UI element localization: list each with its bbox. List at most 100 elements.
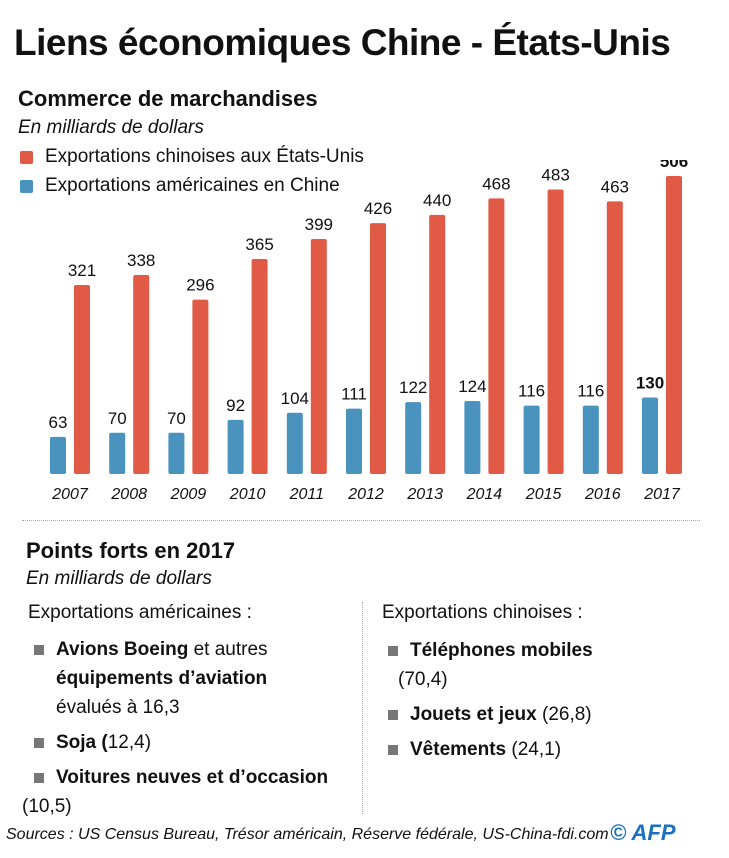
cn-list: Téléphones mobiles (70,4) Jouets et jeux … [388,636,718,764]
bar-us-2012 [346,408,362,474]
page-title: Liens économiques Chine - États-Unis [14,22,671,63]
legend-item-china: Exportations chinoises aux États-Unis [20,146,364,168]
source-note: Sources : US Census Bureau, Trésor améri… [6,826,609,843]
item-bold: Téléphones mobiles [410,640,593,661]
data-label: 506 [660,160,688,171]
item-bold: Voitures neuves et d’occasion [56,767,329,788]
bar-china-2010 [251,259,268,474]
data-label: 63 [49,413,68,432]
bullet-icon [388,710,398,720]
data-label: 483 [541,166,569,185]
bullet-icon [388,646,398,656]
x-tick-label: 2007 [51,486,89,503]
data-label: 116 [518,382,545,401]
item-text: (26,8) [536,704,592,725]
bar-us-2017 [642,397,658,474]
afp-logo: © AFP [610,820,676,845]
bar-us-2007 [50,436,66,474]
bar-us-2010 [227,419,244,474]
section-title: Commerce de marchandises [18,86,318,111]
item-text: 12,4) [107,732,152,753]
data-label: 426 [364,199,392,218]
bullet-icon [34,738,44,748]
bar-china-2016 [606,201,623,475]
data-label: 111 [341,385,367,404]
data-label: 321 [68,261,96,280]
bar-us-2011 [286,412,303,474]
legend-swatch-red [20,150,33,164]
item-bold: Vêtements [410,739,507,760]
data-label: 124 [458,377,486,396]
data-label: 399 [305,215,333,234]
bar-china-2014 [488,198,505,474]
bar-us-2015 [523,405,540,474]
bullet-icon [388,745,398,755]
data-label: 116 [577,382,604,401]
bar-china-2015 [547,189,564,474]
item-bold: Avions Boeing [56,639,189,660]
cn-heading: Exportations chinoises : [382,602,583,623]
bar-china-2008 [133,274,150,474]
list-item: Jouets et jeux (26,8) [388,700,718,729]
legend-label: Exportations chinoises aux États-Unis [45,146,364,167]
bullet-icon [34,773,44,783]
list-item: Avions Boeing et autres équipements d’avi… [34,635,364,722]
list-item: Téléphones mobiles (70,4) [388,636,718,694]
data-label: 104 [281,389,309,408]
section-title: Points forts en 2017 [26,538,236,563]
item-text: (70,4) [398,669,448,690]
data-label: 130 [636,373,664,392]
x-tick-label: 2014 [466,486,503,503]
data-label: 463 [601,177,629,196]
legend-swatch-blue [20,179,33,193]
x-tick-label: 2015 [525,486,562,503]
x-tick-label: 2017 [643,486,681,503]
bar-china-2013 [429,214,446,474]
data-label: 338 [127,251,155,270]
data-label: 365 [245,235,273,254]
us-list: Avions Boeing et autres équipements d’avi… [22,635,364,821]
legend-label: Exportations américaines en Chine [45,175,340,196]
data-label: 70 [108,409,127,428]
item-text: (24,1) [506,739,562,760]
us-heading: Exportations américaines : [28,602,252,623]
x-tick-label: 2016 [584,486,621,503]
bar-us-2014 [464,400,481,474]
data-label: 296 [186,276,214,295]
data-label: 92 [226,396,245,415]
data-label: 70 [167,409,186,428]
legend-item-us: Exportations américaines en Chine [20,175,340,197]
item-text: (10,5) [22,796,72,817]
bar-us-2009 [168,432,185,474]
divider [22,520,700,521]
item-bold: Soja ( [56,732,108,753]
bar-us-2008 [109,432,126,474]
item-bold: équipements d’aviation [56,668,268,689]
data-label: 122 [399,378,427,397]
bar-china-2009 [192,299,209,474]
item-text: évalués à 16,3 [56,697,180,718]
x-tick-label: 2008 [110,486,147,503]
list-item: Voitures neuves et d’occasion [34,763,364,792]
bar-china-2012 [370,223,386,474]
item-text: et autres [188,639,268,660]
unit-label: En milliards de dollars [26,568,212,589]
bar-chart: 63 321 2007 70 338 2008 70 296 2009 92 365 2010 104 3… [49,160,689,503]
x-tick-label: 2009 [170,486,207,503]
bar-us-2016 [582,405,599,474]
bar-us-2013 [405,402,422,474]
bullet-icon [34,645,44,655]
data-label: 468 [482,174,510,193]
data-label: 440 [423,191,451,210]
column-divider [362,602,363,814]
x-tick-label: 2012 [347,486,384,503]
item-bold: Jouets et jeux [410,704,537,725]
bar-china-2011 [310,239,327,474]
x-tick-label: 2013 [406,486,443,503]
unit-label: En milliards de dollars [18,117,204,138]
bar-china-2007 [74,284,90,474]
list-item: Soja (12,4) [34,728,364,757]
x-tick-label: 2011 [289,486,324,503]
list-item: Vêtements (24,1) [388,735,718,764]
